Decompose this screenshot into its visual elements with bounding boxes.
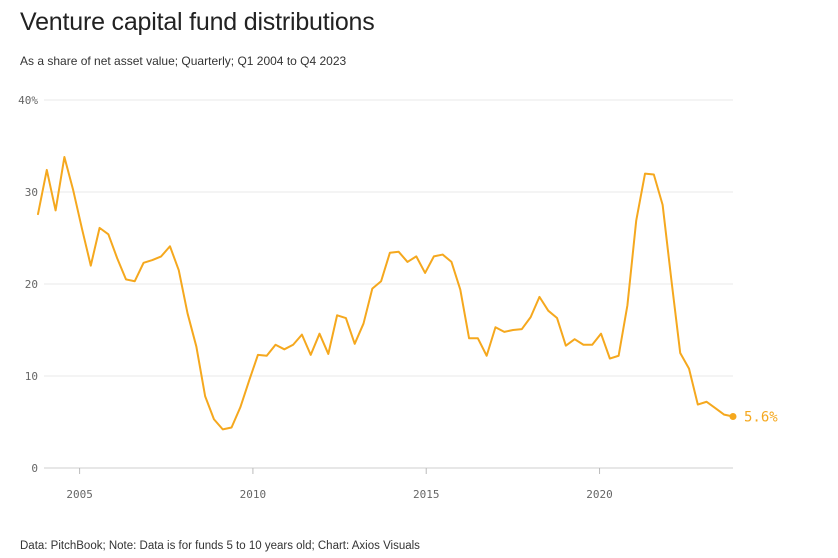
x-axis-ticks: 2005 2010 2015 2020 xyxy=(66,468,613,501)
chart-title: Venture capital fund distributions xyxy=(20,8,375,36)
y-axis-ticks: 0 10 20 30 40% xyxy=(18,94,38,475)
y-tick-label: 0 xyxy=(31,462,38,475)
y-tick-label: 40% xyxy=(18,94,38,107)
x-tick-label: 2015 xyxy=(413,488,440,501)
x-tick-label: 2020 xyxy=(586,488,613,501)
y-tick-label: 20 xyxy=(25,278,38,291)
x-tick-label: 2010 xyxy=(240,488,267,501)
end-point-marker xyxy=(729,412,737,420)
y-tick-label: 30 xyxy=(25,186,38,199)
source-note: Data: PitchBook; Note: Data is for funds… xyxy=(20,540,420,552)
line-chart: 0 10 20 30 40% 2005 2010 2015 2020 5.6% xyxy=(18,94,778,501)
y-tick-label: 10 xyxy=(25,370,38,383)
end-value-label: 5.6% xyxy=(744,409,778,425)
gridlines xyxy=(44,99,733,469)
series-line xyxy=(37,156,734,431)
x-tick-label: 2005 xyxy=(66,488,93,501)
chart-subtitle: As a share of net asset value; Quarterly… xyxy=(20,54,347,68)
